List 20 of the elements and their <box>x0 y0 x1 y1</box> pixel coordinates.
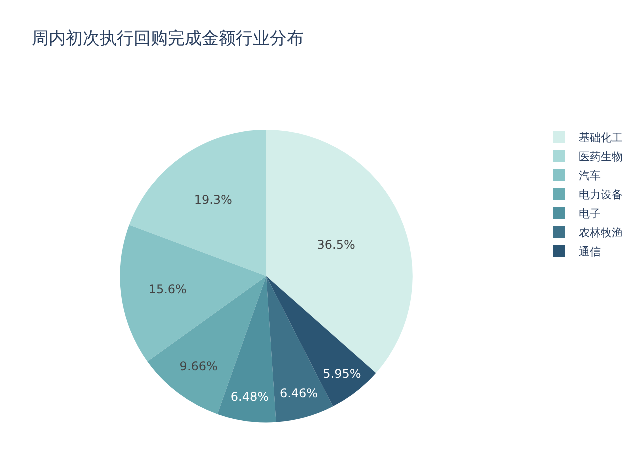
legend-label: 基础化工 <box>579 132 623 145</box>
pie-slice <box>218 276 276 423</box>
legend-label: 医药生物 <box>579 150 623 164</box>
legend-label: 电力设备 <box>579 188 623 202</box>
legend-label: 通信 <box>579 246 601 259</box>
pie-slice <box>148 276 267 414</box>
legend-label: 农林牧渔 <box>579 226 623 240</box>
pie-slice <box>266 276 376 407</box>
pie-slice <box>129 130 267 276</box>
data-label: 15.6% <box>148 282 187 297</box>
data-label: 6.46% <box>280 386 318 401</box>
chart-title: 周内初次执行回购完成金额行业分布 <box>32 28 304 49</box>
data-label: 9.66% <box>180 359 218 374</box>
legend-label: 汽车 <box>579 170 601 183</box>
data-label: 19.3% <box>194 192 232 207</box>
data-label: 36.5% <box>317 238 356 252</box>
data-label: 5.95% <box>323 366 362 381</box>
legend-label: 电子 <box>579 208 601 221</box>
pie-slice <box>120 225 267 362</box>
data-label: 6.48% <box>230 390 269 404</box>
